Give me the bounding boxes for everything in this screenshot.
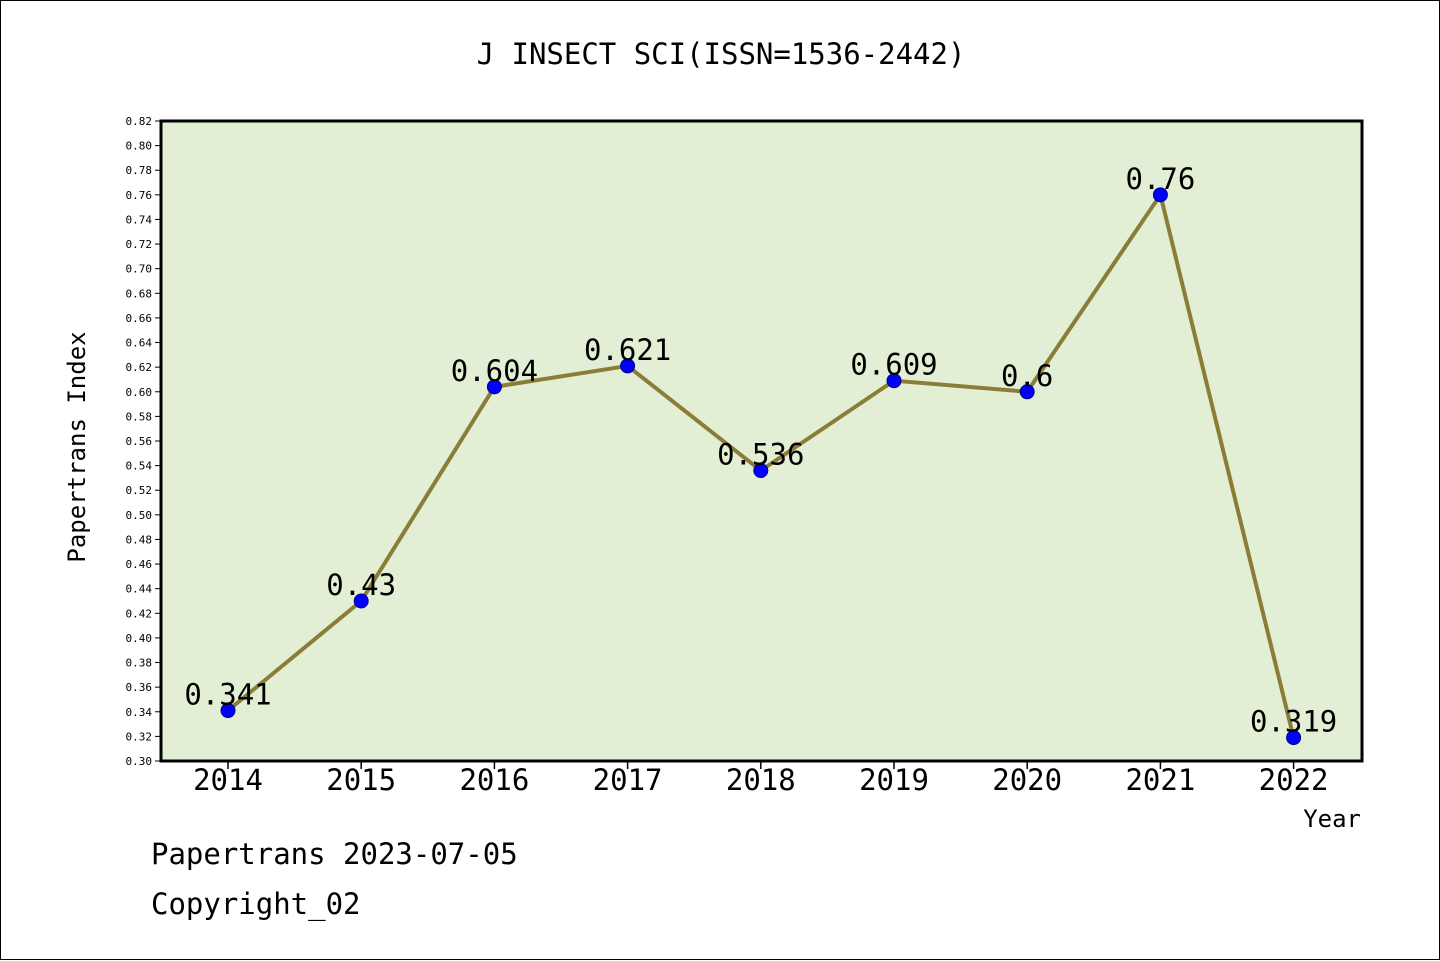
data-label: 0.604	[451, 354, 538, 388]
data-point	[353, 593, 369, 609]
x-tick-label: 2020	[992, 763, 1062, 797]
y-tick-label: 0.80	[126, 140, 153, 153]
y-tick-label: 0.60	[126, 386, 153, 399]
y-tick-label: 0.38	[126, 657, 153, 670]
data-label: 0.536	[717, 438, 804, 472]
y-tick-label: 0.36	[126, 681, 153, 694]
y-tick-label: 0.44	[126, 583, 153, 596]
x-tick-label: 2021	[1125, 763, 1195, 797]
y-tick-label: 0.66	[126, 312, 153, 325]
y-axis-label: Papertrans Index	[63, 331, 91, 562]
y-tick-label: 0.78	[126, 164, 153, 177]
x-tick-label: 2019	[859, 763, 929, 797]
data-point	[486, 379, 502, 395]
data-point	[620, 358, 636, 374]
footer-copyright: Copyright_02	[151, 887, 361, 921]
data-label: 0.319	[1250, 705, 1337, 739]
y-tick-label: 0.58	[126, 410, 153, 423]
data-point	[753, 463, 769, 479]
x-tick-label: 2017	[593, 763, 663, 797]
data-point	[1019, 384, 1035, 400]
y-tick-label: 0.30	[126, 755, 153, 768]
data-label: 0.341	[184, 678, 271, 712]
data-label: 0.43	[326, 568, 396, 602]
y-tick-label: 0.76	[126, 189, 153, 202]
y-tick-label: 0.70	[126, 263, 153, 276]
x-tick-label: 2014	[193, 763, 263, 797]
data-point	[886, 373, 902, 389]
data-point	[1286, 730, 1302, 746]
y-tick-label: 0.48	[126, 533, 153, 546]
x-tick-label: 2016	[459, 763, 529, 797]
y-tick-label: 0.34	[126, 706, 153, 719]
y-tick-label: 0.64	[126, 337, 153, 350]
y-tick-label: 0.40	[126, 632, 153, 645]
y-tick-label: 0.62	[126, 361, 153, 374]
y-tick-label: 0.74	[126, 213, 153, 226]
y-tick-label: 0.68	[126, 287, 153, 300]
y-tick-label: 0.72	[126, 238, 153, 251]
y-tick-label: 0.56	[126, 435, 153, 448]
x-tick-label: 2022	[1259, 763, 1329, 797]
data-point	[1152, 187, 1168, 203]
x-tick-label: 2015	[326, 763, 396, 797]
plot-area	[159, 119, 1364, 763]
chart-title: J INSECT SCI(ISSN=1536-2442)	[476, 37, 966, 71]
data-point	[220, 703, 236, 719]
y-tick-label: 0.42	[126, 607, 153, 620]
data-label: 0.6	[1001, 359, 1053, 393]
x-axis-label: Year	[1303, 805, 1361, 833]
data-label: 0.76	[1125, 162, 1195, 196]
y-tick-label: 0.32	[126, 730, 153, 743]
y-tick-label: 0.50	[126, 509, 153, 522]
data-label: 0.609	[850, 348, 937, 382]
y-tick-label: 0.54	[126, 460, 153, 473]
x-tick-label: 2018	[726, 763, 796, 797]
footer-date: Papertrans 2023-07-05	[151, 837, 518, 871]
y-tick-label: 0.46	[126, 558, 153, 571]
y-tick-label: 0.52	[126, 484, 153, 497]
data-label: 0.621	[584, 333, 671, 367]
y-tick-label: 0.82	[126, 115, 153, 128]
